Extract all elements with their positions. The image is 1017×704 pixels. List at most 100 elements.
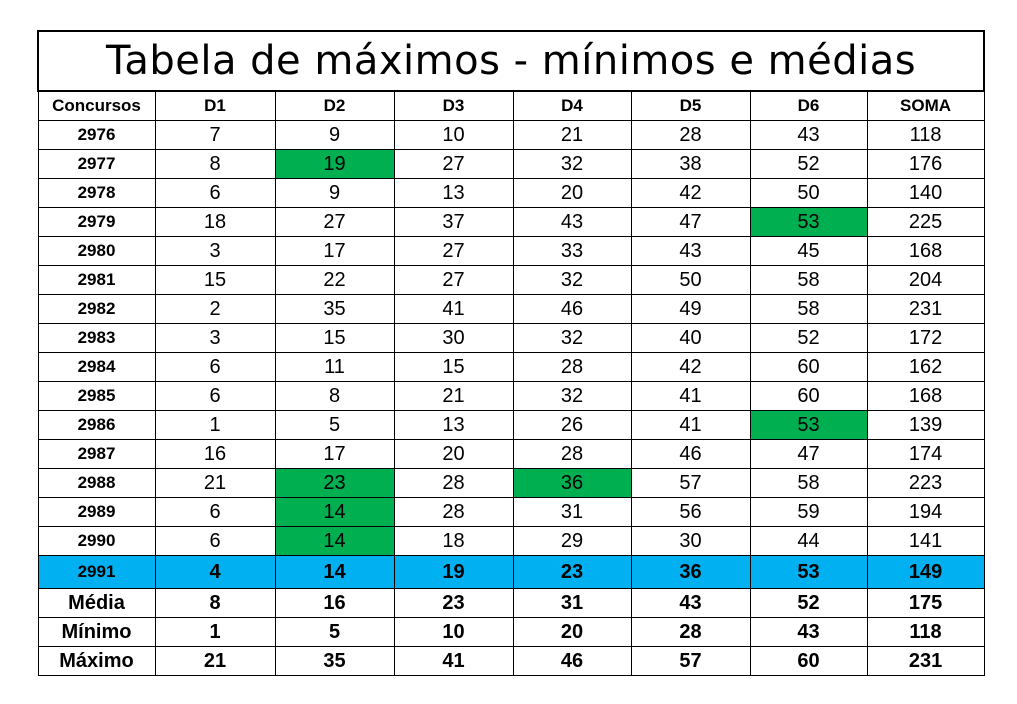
data-row: 2978 6 9 13 20 42 50 140 bbox=[37, 178, 985, 208]
value-cell: 13 bbox=[393, 178, 514, 208]
value-cell: 3 bbox=[154, 236, 276, 266]
value-cell: 8 bbox=[154, 149, 276, 179]
value-cell: 26 bbox=[512, 410, 632, 440]
data-row: 2990 6 14 18 29 30 44 141 bbox=[37, 526, 985, 556]
value-cell: 6 bbox=[154, 497, 276, 527]
value-cell: 56 bbox=[630, 497, 751, 527]
value-cell: 31 bbox=[512, 497, 632, 527]
value-cell: 15 bbox=[274, 323, 395, 353]
summary-cell: 8 bbox=[154, 588, 276, 618]
summary-cell: 118 bbox=[866, 617, 985, 647]
data-row: 2981 15 22 27 32 50 58 204 bbox=[37, 265, 985, 295]
value-cell: 59 bbox=[749, 497, 868, 527]
value-cell: 16 bbox=[154, 439, 276, 469]
data-row: 2976 7 9 10 21 28 43 118 bbox=[37, 120, 985, 150]
value-cell: 58 bbox=[749, 294, 868, 324]
summary-cell: 28 bbox=[630, 617, 751, 647]
data-row: 2988 21 23 28 36 57 58 223 bbox=[37, 468, 985, 498]
value-cell: 19 bbox=[393, 555, 514, 589]
summary-row: Média 8 16 23 31 43 52 175 bbox=[37, 588, 985, 618]
value-cell: 38 bbox=[630, 149, 751, 179]
header-cell: D1 bbox=[154, 90, 276, 121]
value-cell: 22 bbox=[274, 265, 395, 295]
summary-cell: 16 bbox=[274, 588, 395, 618]
value-cell: 57 bbox=[630, 468, 751, 498]
contest-cell: 2988 bbox=[37, 468, 156, 498]
value-cell: 43 bbox=[512, 207, 632, 237]
header-cell: Concursos bbox=[37, 90, 156, 121]
value-cell: 21 bbox=[393, 381, 514, 411]
value-cell: 27 bbox=[393, 149, 514, 179]
value-cell: 27 bbox=[393, 236, 514, 266]
value-cell: 50 bbox=[630, 265, 751, 295]
summary-cell: 21 bbox=[154, 646, 276, 676]
summary-cell: 41 bbox=[393, 646, 514, 676]
value-cell: 29 bbox=[512, 526, 632, 556]
value-cell: 1 bbox=[154, 410, 276, 440]
header-row: Concursos D1 D2 D3 D4 D5 D6 SOMA bbox=[37, 90, 985, 121]
summary-label: Média bbox=[37, 588, 156, 618]
contest-cell: 2987 bbox=[37, 439, 156, 469]
summary-cell: 23 bbox=[393, 588, 514, 618]
value-cell: 46 bbox=[512, 294, 632, 324]
data-row: 2980 3 17 27 33 43 45 168 bbox=[37, 236, 985, 266]
value-cell: 23 bbox=[512, 555, 632, 589]
value-cell: 60 bbox=[749, 381, 868, 411]
value-cell: 52 bbox=[749, 149, 868, 179]
value-cell: 15 bbox=[393, 352, 514, 382]
header-cell: D4 bbox=[512, 90, 632, 121]
summary-cell: 31 bbox=[512, 588, 632, 618]
value-cell: 2 bbox=[154, 294, 276, 324]
value-cell: 139 bbox=[866, 410, 985, 440]
summary-row: Máximo 21 35 41 46 57 60 231 bbox=[37, 646, 985, 676]
value-cell: 47 bbox=[630, 207, 751, 237]
value-cell: 21 bbox=[154, 468, 276, 498]
value-cell: 176 bbox=[866, 149, 985, 179]
value-cell: 8 bbox=[274, 381, 395, 411]
stats-table: Tabela de máximos - mínimos e médias Con… bbox=[36, 30, 986, 676]
value-cell: 168 bbox=[866, 236, 985, 266]
value-cell: 58 bbox=[749, 468, 868, 498]
data-row: 2989 6 14 28 31 56 59 194 bbox=[37, 497, 985, 527]
value-cell: 40 bbox=[630, 323, 751, 353]
summary-row: Mínimo 1 5 10 20 28 43 118 bbox=[37, 617, 985, 647]
value-cell: 223 bbox=[866, 468, 985, 498]
value-cell: 9 bbox=[274, 120, 395, 150]
value-cell: 20 bbox=[393, 439, 514, 469]
value-cell: 7 bbox=[154, 120, 276, 150]
value-cell: 162 bbox=[866, 352, 985, 382]
value-cell: 28 bbox=[512, 352, 632, 382]
value-cell: 37 bbox=[393, 207, 514, 237]
value-cell: 28 bbox=[512, 439, 632, 469]
summary-cell: 175 bbox=[866, 588, 985, 618]
value-cell: 41 bbox=[630, 410, 751, 440]
value-cell: 15 bbox=[154, 265, 276, 295]
value-cell: 18 bbox=[154, 207, 276, 237]
value-cell: 46 bbox=[630, 439, 751, 469]
data-row: 2984 6 11 15 28 42 60 162 bbox=[37, 352, 985, 382]
summary-label: Mínimo bbox=[37, 617, 156, 647]
header-cell: D6 bbox=[749, 90, 868, 121]
value-cell: 44 bbox=[749, 526, 868, 556]
value-cell: 6 bbox=[154, 381, 276, 411]
summary-cell: 10 bbox=[393, 617, 514, 647]
contest-cell: 2984 bbox=[37, 352, 156, 382]
value-cell: 118 bbox=[866, 120, 985, 150]
data-row: 2982 2 35 41 46 49 58 231 bbox=[37, 294, 985, 324]
value-cell: 27 bbox=[274, 207, 395, 237]
summary-label: Máximo bbox=[37, 646, 156, 676]
summary-cell: 60 bbox=[749, 646, 868, 676]
data-row: 2987 16 17 20 28 46 47 174 bbox=[37, 439, 985, 469]
contest-cell: 2983 bbox=[37, 323, 156, 353]
contest-cell: 2977 bbox=[37, 149, 156, 179]
summary-cell: 52 bbox=[749, 588, 868, 618]
value-cell: 6 bbox=[154, 526, 276, 556]
value-cell: 9 bbox=[274, 178, 395, 208]
value-cell: 14 bbox=[274, 555, 395, 589]
header-cell: D5 bbox=[630, 90, 751, 121]
data-row: 2986 1 5 13 26 41 53 139 bbox=[37, 410, 985, 440]
contest-cell: 2991 bbox=[37, 555, 156, 589]
value-cell: 30 bbox=[393, 323, 514, 353]
value-cell: 33 bbox=[512, 236, 632, 266]
value-cell: 141 bbox=[866, 526, 985, 556]
